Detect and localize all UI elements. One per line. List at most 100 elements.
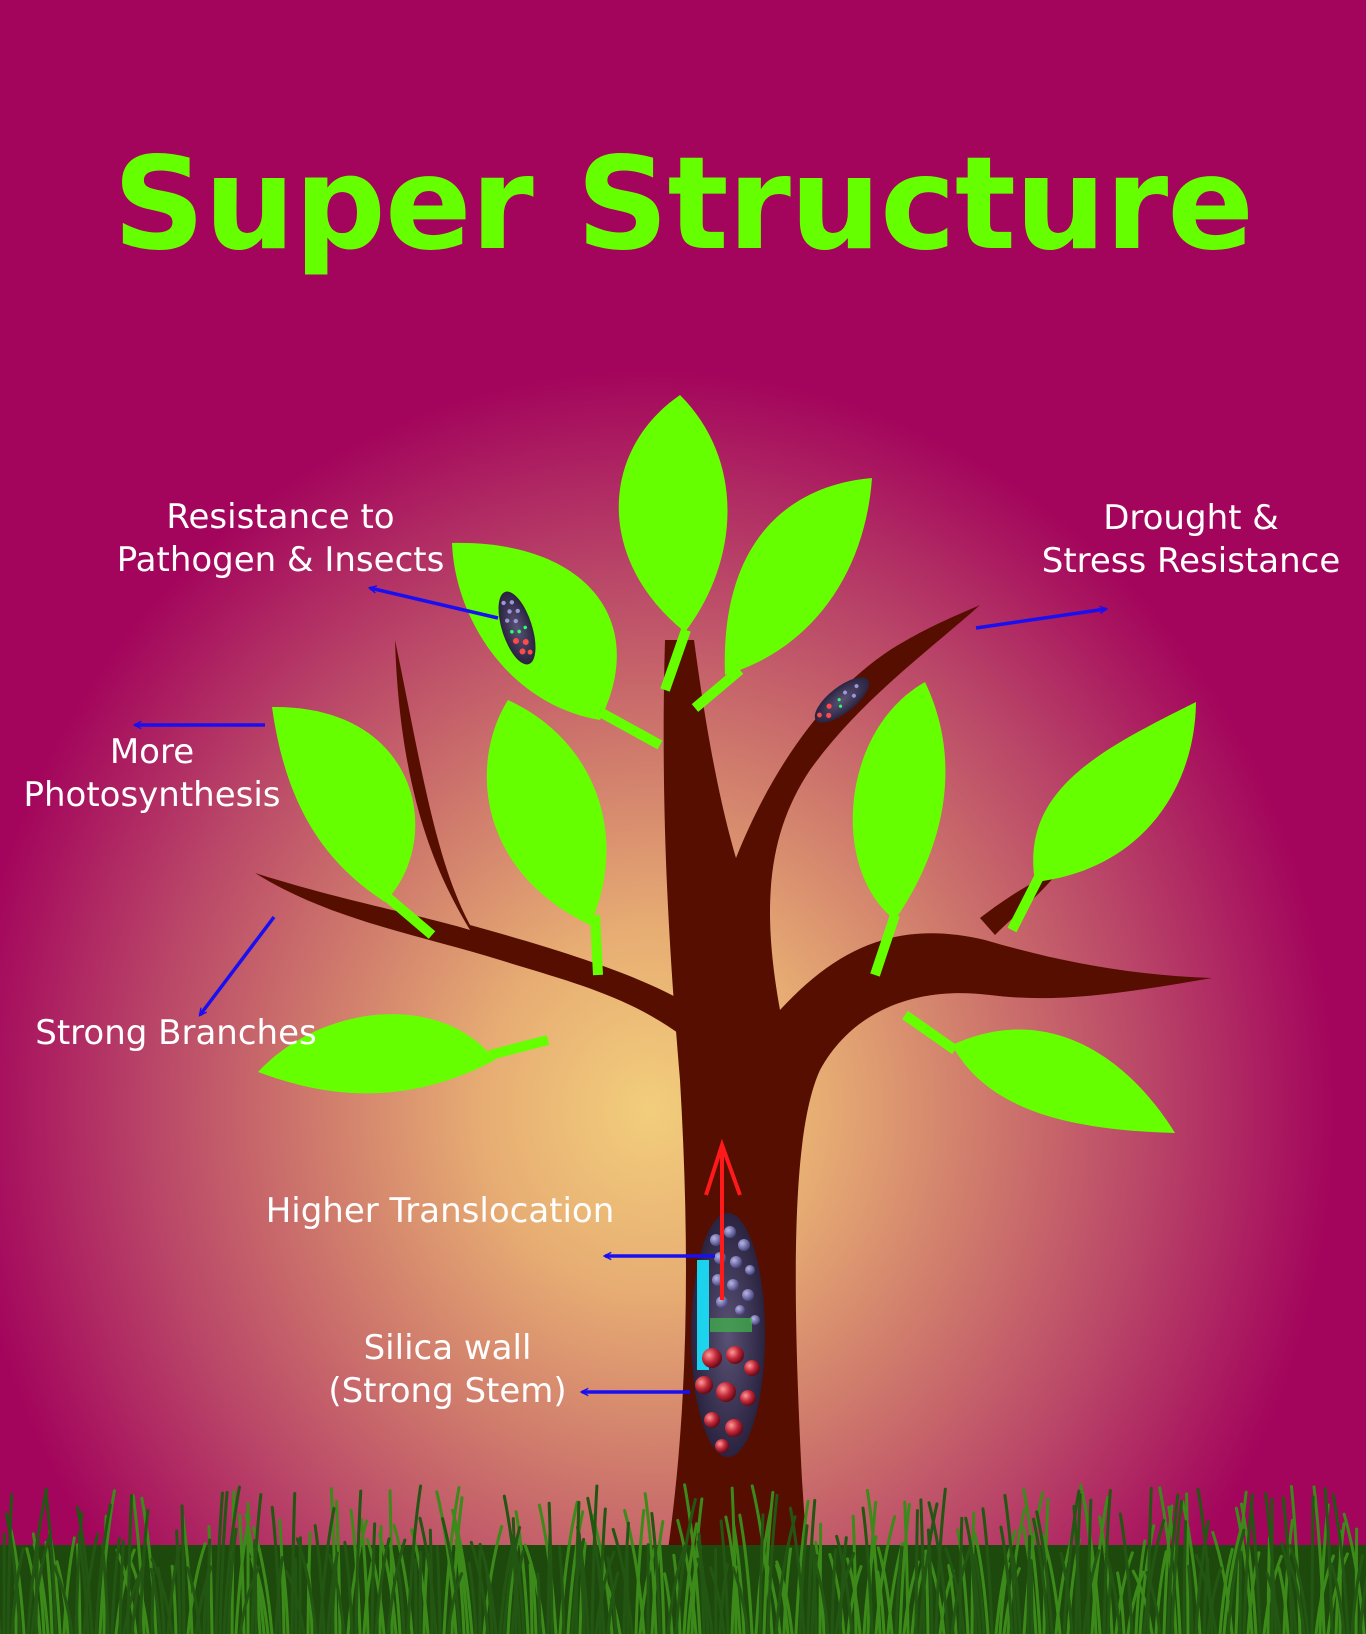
grass-blade [623, 1509, 646, 1634]
grass-blade [1011, 1554, 1022, 1634]
grass-blade [1187, 1564, 1194, 1634]
grass-blade [1032, 1517, 1050, 1634]
grass-blade [994, 1529, 1017, 1634]
grass-blade [1329, 1562, 1346, 1634]
grass-blade [775, 1560, 794, 1634]
grass-blade [536, 1572, 542, 1634]
grass-blade [82, 1533, 100, 1634]
grass-blade [696, 1557, 714, 1634]
grass-blade [330, 1551, 339, 1634]
grass-blade [1323, 1487, 1334, 1634]
grass-blade [1312, 1485, 1326, 1634]
grass-blade [418, 1550, 423, 1634]
grass-blade [547, 1501, 554, 1634]
grass-blade [1029, 1559, 1034, 1634]
grass-blade [663, 1572, 674, 1634]
grass-blade [284, 1570, 306, 1634]
grass-blade [835, 1534, 854, 1634]
grass-blade [1226, 1528, 1246, 1634]
grass-blade [674, 1497, 697, 1634]
grass-blade [118, 1540, 125, 1634]
grass-blade [498, 1544, 515, 1634]
grass-blade [226, 1527, 238, 1634]
grass-blade [1062, 1489, 1081, 1634]
grass-blade [634, 1508, 646, 1634]
grass-blade [1326, 1552, 1349, 1634]
label-line: (Strong Stem) [328, 1371, 567, 1411]
grass-blade [1265, 1571, 1282, 1634]
grass-blade [452, 1518, 470, 1634]
silica-cell-icon [814, 677, 870, 723]
grass-blade [295, 1537, 318, 1634]
grass-blade [1131, 1569, 1154, 1634]
grass-blade [1158, 1486, 1178, 1634]
grass-blade [514, 1510, 530, 1634]
grass-blade [1287, 1558, 1306, 1634]
grass-blade [658, 1541, 666, 1634]
grass-blade [62, 1536, 76, 1634]
grass-blade [180, 1504, 186, 1634]
grass-blade [676, 1518, 698, 1634]
grass-blade [590, 1484, 599, 1634]
grass-blade [1118, 1512, 1134, 1634]
grass-blade [672, 1553, 682, 1634]
grass-blade [914, 1509, 919, 1634]
grass-blade [451, 1508, 474, 1634]
grass-blade [861, 1506, 874, 1634]
grass-blade [1310, 1495, 1315, 1634]
grass-blade [218, 1490, 229, 1634]
grass-blade [774, 1563, 790, 1634]
grass-blade [1146, 1486, 1153, 1634]
grass-blade [441, 1517, 462, 1634]
grass-blade [1280, 1541, 1298, 1634]
label-line: Silica wall [363, 1328, 532, 1368]
grass-blade [782, 1547, 793, 1634]
grass-blade [140, 1496, 158, 1634]
label-line: Pathogen & Insects [116, 540, 445, 580]
grass-blade [1116, 1571, 1126, 1634]
arrows [135, 588, 1106, 1392]
grass-blade [956, 1528, 970, 1634]
label-line: More [109, 732, 195, 772]
grass-blade [1086, 1498, 1093, 1634]
grass-blade [222, 1485, 241, 1634]
leaf-icon [1007, 702, 1196, 933]
grass-blade [1181, 1500, 1202, 1634]
grass-blade [1239, 1502, 1258, 1634]
grass-blade [1277, 1566, 1290, 1634]
translocation-arrow [704, 1138, 742, 1300]
grass-blade [611, 1527, 634, 1634]
grass-blade [1166, 1493, 1180, 1634]
grass-blade [4, 1512, 22, 1634]
grass-blade [454, 1539, 466, 1634]
label-photosynthesis: More Photosynthesis [10, 731, 294, 817]
grass-blade [126, 1493, 133, 1634]
grass-blade [708, 1566, 726, 1634]
grass-blade [1289, 1484, 1302, 1634]
arrow-icon [975, 609, 1106, 630]
grass-blade [359, 1517, 370, 1634]
grass-blade [830, 1548, 838, 1634]
grass-blade [149, 1567, 162, 1634]
grass-blade [478, 1542, 498, 1634]
grass-blade [732, 1524, 746, 1634]
grass-blade [1266, 1536, 1272, 1634]
grass-blade [958, 1516, 964, 1634]
grass-blade [1022, 1491, 1045, 1634]
label-line: Drought & [1103, 498, 1279, 538]
grass-blade [876, 1546, 894, 1634]
grass-icon [0, 1483, 1366, 1634]
grass-blade [253, 1539, 258, 1634]
grass-blade [343, 1540, 354, 1634]
grass-blade [100, 1543, 110, 1634]
grass-blade [730, 1486, 738, 1634]
grass-blade [919, 1498, 926, 1634]
grass-blade [354, 1489, 363, 1634]
grass-blade [1196, 1487, 1214, 1634]
grass-blade [638, 1545, 657, 1634]
grass-blade [170, 1564, 178, 1634]
grass-blade [469, 1540, 490, 1634]
label-line: Resistance to [166, 497, 395, 537]
grass-blade [598, 1507, 607, 1634]
grass-blade [1264, 1492, 1278, 1634]
